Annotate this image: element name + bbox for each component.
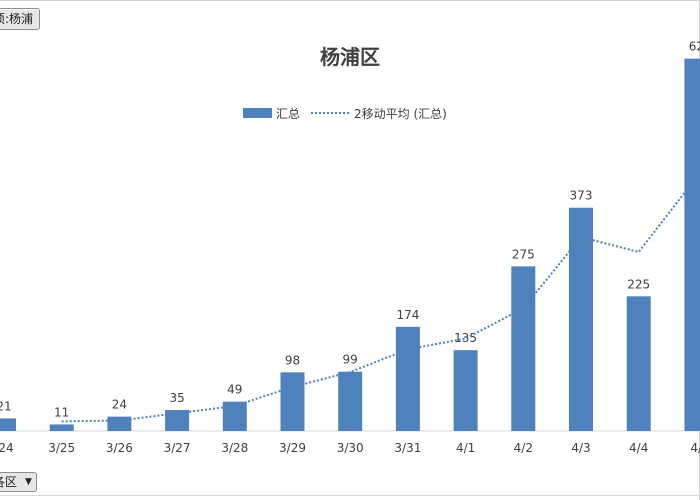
bar-2[interactable] [107,416,132,431]
data-label-0: 21 [0,399,12,413]
top-border [0,0,700,1]
legend-swatch-bar [243,108,272,118]
moving-average-group [61,172,700,423]
legend-label-line: 2移动平均 (汇总) [354,107,447,121]
bar-3[interactable] [165,410,190,431]
x-tick-label-8: 4/1 [456,441,475,455]
x-tick-label-1: 3/25 [48,441,75,455]
bar-8[interactable] [453,350,478,431]
bar-5[interactable] [280,372,305,431]
bar-6[interactable] [338,371,363,431]
data-label-6: 99 [343,353,358,367]
x-tick-labels-group: /24 3/25 3/26 3/27 3/28 3/29 3/30 3/31 4/1 4/2 4/3… [0,441,700,455]
bar-9[interactable] [511,266,536,431]
x-tick-label-0: /24 [0,441,14,455]
x-tick-label-3: 3/27 [164,441,191,455]
chart-title: 杨浦区 [320,45,380,69]
x-tick-label-2: 3/26 [106,441,133,455]
data-label-7: 174 [396,308,419,322]
x-tick-label-4: 3/28 [221,441,248,455]
x-tick-label-9: 4/2 [514,441,533,455]
x-tick-label-7: 3/31 [394,441,421,455]
bar-7[interactable] [395,326,420,431]
x-tick-label-10: 4/3 [571,441,590,455]
bar-11[interactable] [626,296,651,431]
legend: 汇总 2移动平均 (汇总) [243,107,447,121]
x-tick-label-12: 4/ [691,441,700,455]
x-tick-label-11: 4/4 [629,441,648,455]
legend-label-bar: 汇总 [276,107,300,121]
dropdown-arrow-icon: ▼ [25,477,32,487]
data-label-11: 225 [627,277,650,291]
x-tick-label-6: 3/30 [337,441,364,455]
axis-field-label: /各区 [0,475,18,489]
data-label-1: 11 [54,405,69,419]
moving-average-line [61,172,700,423]
bar-12[interactable] [684,58,700,432]
bar-0[interactable] [0,418,16,431]
data-label-10: 373 [570,189,593,203]
data-label-4: 49 [227,383,242,397]
data-label-9: 275 [512,247,535,261]
report-filter-button[interactable]: 项:杨浦 [0,8,41,30]
data-label-2: 24 [112,398,127,412]
x-tick-label-5: 3/29 [279,441,306,455]
axis-field-dropdown[interactable]: /各区 ▼ [0,472,37,492]
bars-group [0,58,700,432]
bottom-divider [0,495,700,496]
data-label-5: 98 [285,353,300,367]
data-label-12: 62 [689,40,700,54]
bar-10[interactable] [569,207,593,431]
bar-1[interactable] [49,424,74,431]
data-label-3: 35 [169,391,184,405]
